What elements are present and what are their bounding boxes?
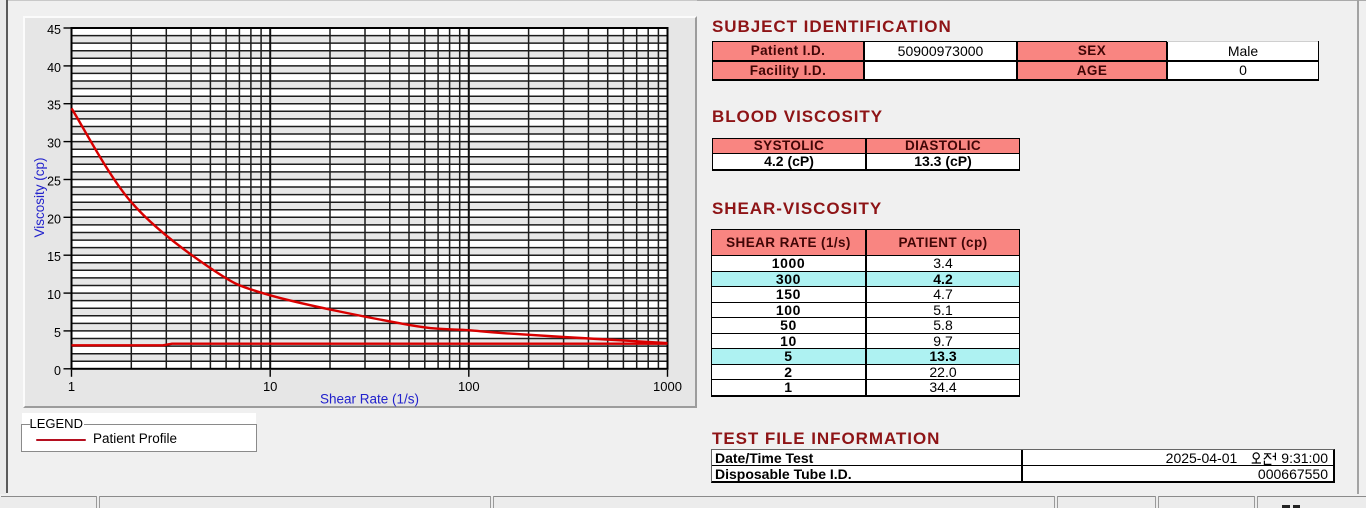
svg-text:0: 0	[54, 364, 61, 378]
svg-text:45: 45	[47, 23, 61, 37]
svg-text:15: 15	[47, 250, 61, 264]
svg-text:10: 10	[263, 379, 277, 394]
svg-text:1000: 1000	[653, 379, 682, 394]
svg-text:20: 20	[47, 212, 61, 226]
svg-text:100: 100	[458, 379, 480, 394]
svg-text:Shear Rate (1/s): Shear Rate (1/s)	[320, 392, 419, 407]
svg-text:10: 10	[47, 288, 61, 302]
svg-text:Viscosity (cp): Viscosity (cp)	[32, 157, 47, 237]
svg-text:30: 30	[47, 137, 61, 151]
svg-text:5: 5	[54, 326, 61, 340]
svg-text:1: 1	[68, 379, 75, 394]
svg-text:25: 25	[47, 175, 61, 189]
svg-text:35: 35	[47, 99, 61, 113]
svg-text:40: 40	[47, 61, 61, 75]
